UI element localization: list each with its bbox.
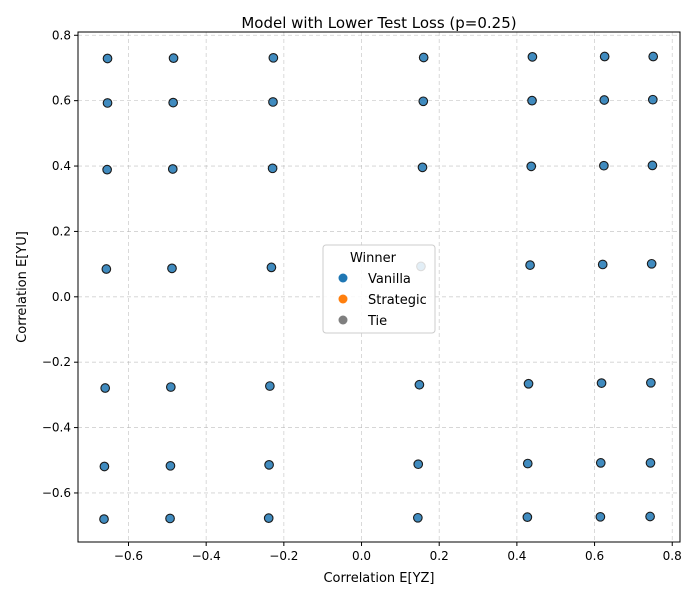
data-point-vanilla <box>168 53 179 64</box>
x-axis-title: Correlation E[YZ] <box>323 571 434 586</box>
legend-box <box>322 244 436 334</box>
data-point-vanilla <box>648 51 659 62</box>
legend-marker-tie <box>338 315 348 325</box>
data-point-vanilla <box>168 97 179 108</box>
data-point-vanilla <box>102 98 113 108</box>
data-point-vanilla <box>595 458 606 468</box>
data-point-vanilla <box>645 511 655 522</box>
y-tick-label: −0.2 <box>42 355 71 369</box>
y-tick-label: 0.4 <box>52 159 71 173</box>
data-point-vanilla <box>268 52 279 63</box>
data-point-vanilla <box>102 164 112 175</box>
data-point-vanilla <box>522 512 533 523</box>
y-tick-label: 0.6 <box>52 94 71 108</box>
data-point-vanilla <box>597 259 608 270</box>
x-tick-label: 0.2 <box>430 549 449 563</box>
data-point-vanilla <box>165 382 176 392</box>
legend-label-tie: Tie <box>367 314 387 329</box>
data-point-vanilla <box>418 96 429 107</box>
data-point-vanilla <box>99 461 110 472</box>
x-tick-label: 0.6 <box>585 549 604 563</box>
data-point-vanilla <box>412 512 423 523</box>
chart-title: Model with Lower Test Loss (p=0.25) <box>241 14 516 32</box>
data-point-vanilla <box>646 377 656 388</box>
data-point-vanilla <box>167 164 178 174</box>
data-point-vanilla <box>599 95 610 105</box>
data-point-vanilla <box>268 97 278 107</box>
y-tick-label: 0.2 <box>52 224 71 238</box>
y-axis-title: Correlation E[YU] <box>15 231 30 343</box>
data-point-vanilla <box>267 163 278 174</box>
y-tick-label: −0.4 <box>42 421 71 435</box>
data-point-vanilla <box>99 514 109 524</box>
data-point-vanilla <box>167 263 177 274</box>
legend: Winner Vanilla Strategic Tie <box>322 244 436 334</box>
data-point-vanilla <box>525 260 535 270</box>
legend-marker-strategic <box>338 294 348 304</box>
x-tick-label: −0.2 <box>269 549 298 563</box>
data-point-vanilla <box>599 51 610 62</box>
x-tick-label: −0.6 <box>114 549 143 563</box>
x-tick-label: −0.4 <box>192 549 221 563</box>
data-point-vanilla <box>599 160 609 171</box>
legend-label-vanilla: Vanilla <box>368 272 411 287</box>
data-point-vanilla <box>265 381 275 391</box>
plot-frame <box>77 31 681 543</box>
data-point-vanilla <box>417 162 428 173</box>
data-point-vanilla <box>418 52 429 63</box>
data-point-vanilla <box>645 458 656 468</box>
x-tick-label: 0.0 <box>352 549 371 563</box>
x-tick-label: 0.8 <box>663 549 682 563</box>
legend-marker-vanilla <box>338 273 348 283</box>
data-point-vanilla <box>266 262 277 273</box>
data-point-vanilla <box>165 513 175 524</box>
data-point-vanilla <box>595 511 606 522</box>
data-point-vanilla <box>263 513 274 523</box>
data-point-vanilla <box>527 95 537 106</box>
data-point-vanilla <box>523 378 534 389</box>
y-tick-label: −0.6 <box>42 486 71 500</box>
legend-label-strategic: Strategic <box>368 293 427 308</box>
data-point-vanilla <box>527 51 538 62</box>
data-point-vanilla <box>646 258 657 269</box>
data-point-vanilla <box>100 383 111 393</box>
data-point-vanilla <box>414 379 425 390</box>
data-point-vanilla <box>596 378 607 388</box>
data-point-vanilla <box>522 458 533 469</box>
legend-title: Winner <box>350 251 397 266</box>
data-point-vanilla <box>102 53 113 64</box>
x-tick-label: 0.4 <box>507 549 526 563</box>
y-tick-label: 0.8 <box>52 28 71 42</box>
y-tick-label: 0.0 <box>52 290 71 304</box>
data-point-vanilla <box>101 264 112 274</box>
data-point-vanilla <box>264 459 274 470</box>
data-point-vanilla <box>165 460 176 471</box>
data-point-vanilla <box>647 94 658 105</box>
data-point-vanilla <box>526 161 537 172</box>
data-point-vanilla <box>647 160 658 171</box>
data-point-vanilla <box>413 459 424 470</box>
